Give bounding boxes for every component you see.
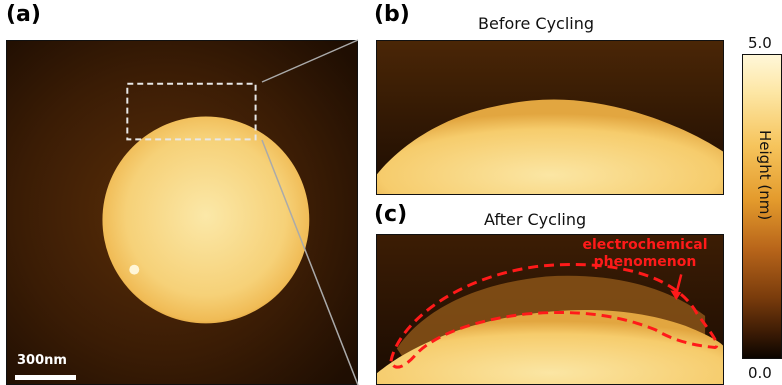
scale-bar-label: 300nm xyxy=(17,353,67,368)
colorbar-min-label: 0.0 xyxy=(748,364,772,382)
panel-c-title: After Cycling xyxy=(484,210,587,229)
annotation-line-2: phenomenon xyxy=(593,254,697,270)
annotation-text: electrochemical phenomenon xyxy=(563,237,723,271)
colorbar-axis-label: Height (nm) xyxy=(756,130,774,221)
panel-b-afm-image xyxy=(376,40,724,195)
panel-b-label: (b) xyxy=(374,2,410,27)
colorbar-max-label: 5.0 xyxy=(748,34,772,52)
panel-a-label: (a) xyxy=(6,2,41,27)
panel-c-afm-image: electrochemical phenomenon xyxy=(376,234,724,385)
annotation-line-1: electrochemical xyxy=(582,237,708,253)
panel-a-afm-image: 300nm xyxy=(6,40,358,385)
zoom-region-box xyxy=(126,82,257,141)
panel-b-title: Before Cycling xyxy=(478,14,595,33)
scale-bar xyxy=(15,375,76,380)
annotation-outline xyxy=(389,263,719,369)
particle-disc xyxy=(102,116,310,324)
panel-c-label: (c) xyxy=(374,202,408,227)
